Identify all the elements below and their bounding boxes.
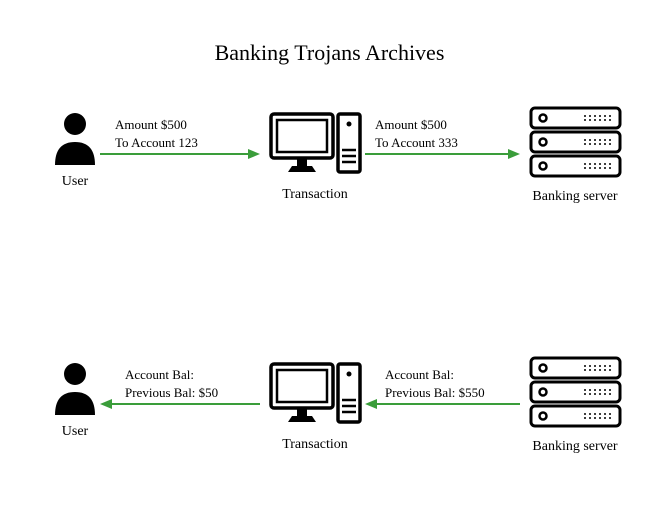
arrow-transaction-to-user-2: Account Bal: Previous Bal: $50 bbox=[100, 368, 260, 418]
arrow-right-icon bbox=[365, 118, 520, 168]
computer-icon bbox=[268, 110, 363, 178]
server-icon bbox=[528, 105, 623, 180]
node-transaction-2: Transaction bbox=[265, 360, 365, 453]
node-server-2: Banking server bbox=[520, 355, 630, 455]
user-icon bbox=[50, 110, 100, 165]
node-user-1-label: User bbox=[45, 174, 105, 190]
node-server-1: Banking server bbox=[520, 105, 630, 205]
node-transaction-1: Transaction bbox=[265, 110, 365, 203]
user-icon bbox=[50, 360, 100, 415]
node-server-2-label: Banking server bbox=[520, 439, 630, 455]
arrow-transaction-to-server-1: Amount $500 To Account 333 bbox=[365, 118, 520, 168]
computer-icon bbox=[268, 360, 363, 428]
node-server-1-label: Banking server bbox=[520, 189, 630, 205]
node-user-1: User bbox=[45, 110, 105, 190]
diagram-title: Banking Trojans Archives bbox=[0, 40, 659, 66]
node-user-2: User bbox=[45, 360, 105, 440]
arrow-left-icon bbox=[100, 368, 260, 418]
arrow-left-icon bbox=[365, 368, 520, 418]
arrow-right-icon bbox=[100, 118, 260, 168]
server-icon bbox=[528, 355, 623, 430]
arrow-user-to-transaction-1: Amount $500 To Account 123 bbox=[100, 118, 260, 168]
node-transaction-1-label: Transaction bbox=[265, 187, 365, 203]
arrow-server-to-transaction-2: Account Bal: Previous Bal: $550 bbox=[365, 368, 520, 418]
node-user-2-label: User bbox=[45, 424, 105, 440]
node-transaction-2-label: Transaction bbox=[265, 437, 365, 453]
